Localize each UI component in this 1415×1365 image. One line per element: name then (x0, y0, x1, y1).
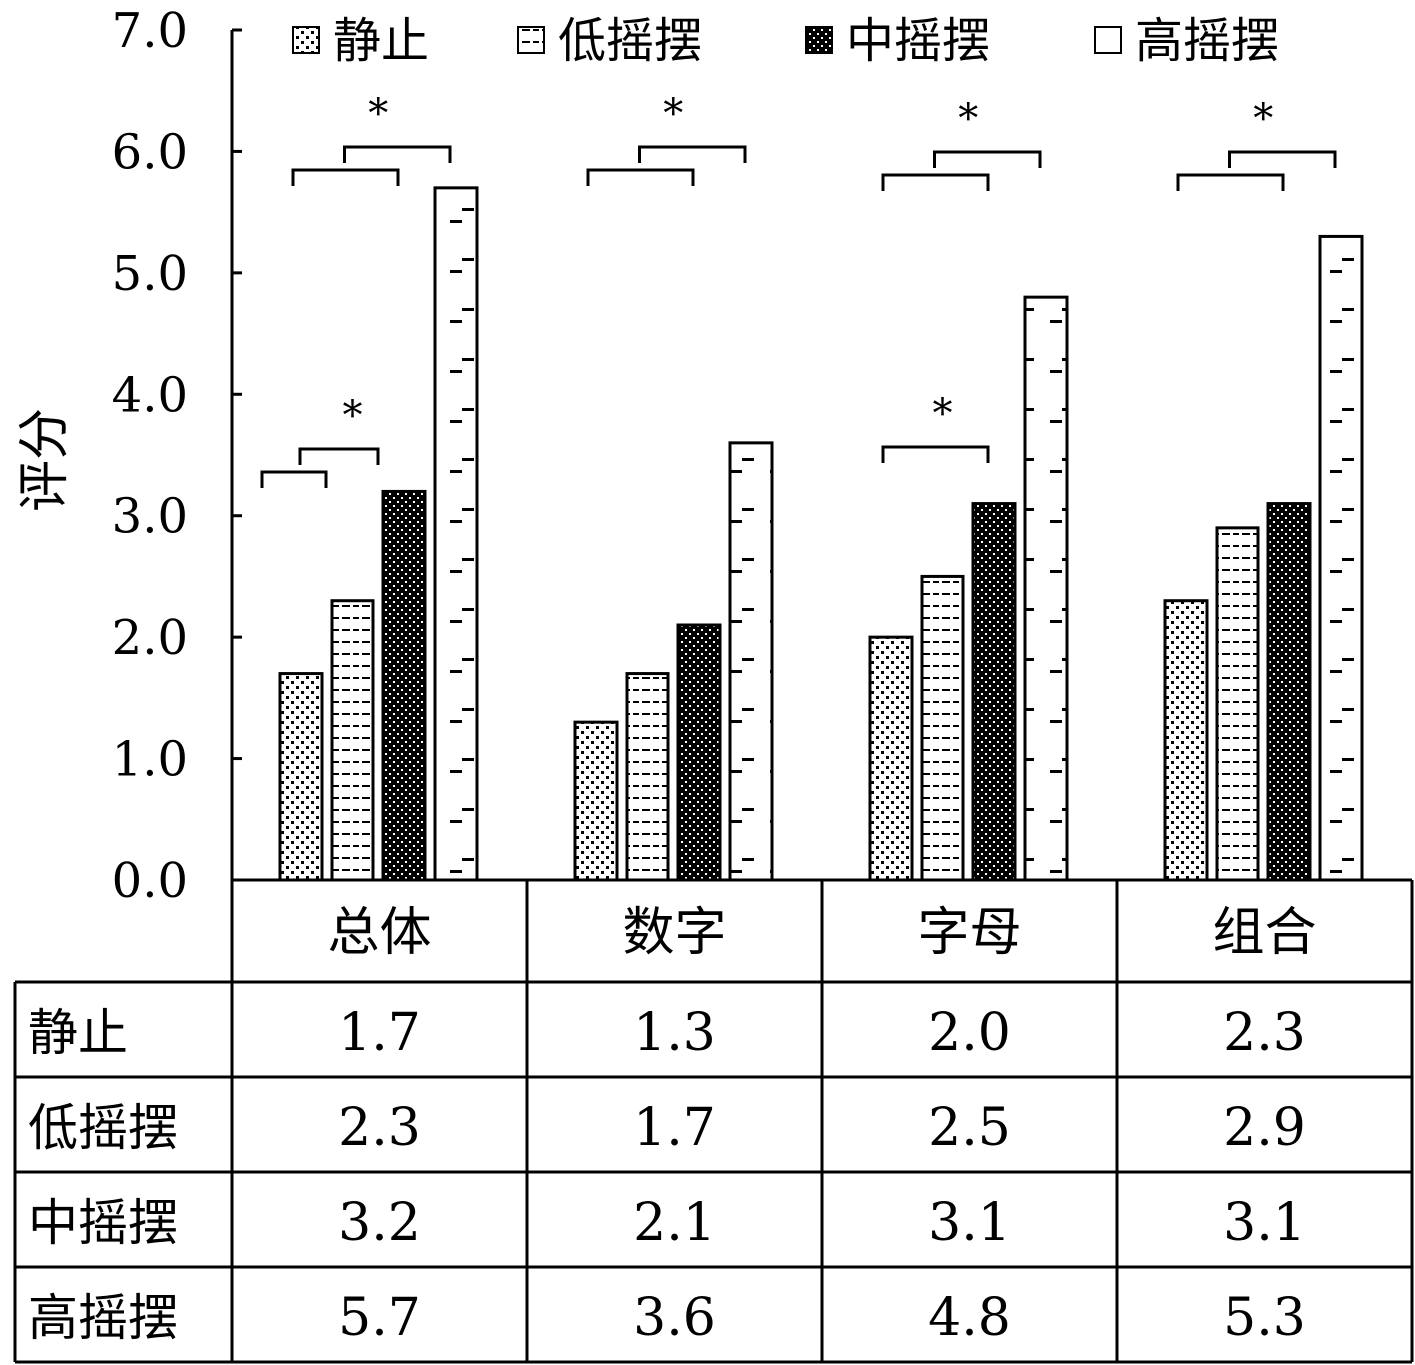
table-cell-value: 5.3 (1223, 1288, 1306, 1348)
table-row-header: 高摇摆 (28, 1289, 178, 1347)
legend-label: 静止 (333, 13, 429, 69)
bar-dense (381, 489, 427, 882)
table-cell-value: 1.7 (633, 1098, 716, 1158)
bar-hdash (1215, 526, 1260, 882)
significance-bracket (1176, 173, 1285, 191)
bar-sparse-dash (1023, 295, 1069, 882)
table-cell-value: 2.0 (928, 1003, 1011, 1063)
significance-bracket (291, 168, 400, 186)
y-tick-label: 5.0 (112, 246, 188, 302)
bar-dots (1163, 599, 1209, 882)
significance-star: * (368, 91, 388, 137)
significance-bracket (343, 145, 452, 163)
bar-sparse-dash (433, 186, 479, 882)
table-cell-value: 3.1 (1223, 1193, 1306, 1253)
table-cell-value: 3.2 (338, 1193, 421, 1253)
y-tick-label: 0.0 (112, 853, 188, 909)
bar-hdash (330, 599, 375, 882)
significance-star: * (958, 96, 978, 142)
significance-bracket (881, 445, 990, 463)
table-cell-value: 2.9 (1223, 1098, 1306, 1158)
y-axis-label: 评分 (15, 408, 75, 512)
significance-star: * (343, 393, 363, 439)
bar-dots (573, 720, 619, 882)
y-tick-label: 1.0 (112, 732, 188, 788)
bar-hdash (920, 574, 965, 882)
table-cell-value: 1.3 (633, 1003, 716, 1063)
bar-dense (676, 623, 722, 882)
category-label: 数字 (622, 903, 726, 963)
legend-swatch-dots (292, 26, 320, 54)
table-cell-value: 2.3 (338, 1098, 421, 1158)
significance-bracket (586, 168, 695, 186)
y-tick-label: 3.0 (112, 489, 188, 545)
bar-hdash (625, 672, 670, 882)
category-label: 总体 (327, 903, 431, 963)
legend-label: 低摇摆 (558, 13, 702, 69)
bar-sparse-dash (1318, 234, 1364, 882)
table-cell-value: 4.8 (928, 1288, 1011, 1348)
significance-star: * (933, 391, 953, 437)
bar-dense (971, 502, 1017, 882)
table-cell-value: 2.1 (633, 1193, 716, 1253)
significance-bracket (638, 145, 747, 163)
legend-label: 高摇摆 (1135, 13, 1279, 69)
y-tick-label: 2.0 (112, 610, 188, 666)
y-tick-label: 4.0 (112, 367, 188, 423)
bar-dots (278, 672, 324, 882)
significance-star: * (1253, 96, 1273, 142)
table-row-header: 静止 (28, 1004, 128, 1062)
table-cell-value: 2.3 (1223, 1003, 1306, 1063)
significance-bracket (1228, 150, 1337, 168)
table-cell-value: 2.5 (928, 1098, 1011, 1158)
table-cell-value: 3.1 (928, 1193, 1011, 1253)
y-tick-label: 6.0 (112, 124, 188, 180)
table-cell-value: 1.7 (338, 1003, 421, 1063)
table-row-header: 中摇摆 (28, 1194, 178, 1252)
y-tick-label: 7.0 (112, 3, 188, 59)
table-row-header: 低摇摆 (28, 1099, 178, 1157)
significance-bracket (881, 173, 990, 191)
category-label: 字母 (917, 903, 1021, 963)
significance-bracket (933, 150, 1042, 168)
legend-swatch-dense (805, 26, 833, 54)
bar-dense (1266, 502, 1312, 882)
bar-sparse-dash (728, 441, 774, 882)
significance-star: * (663, 91, 683, 137)
legend-swatch-sparse-dash (1094, 26, 1122, 54)
table-cell-value: 3.6 (633, 1288, 716, 1348)
legend-label: 中摇摆 (846, 13, 990, 69)
table-cell-value: 5.7 (338, 1288, 421, 1348)
category-label: 组合 (1212, 903, 1316, 963)
bar-dots (868, 635, 914, 882)
significance-bracket (298, 447, 380, 465)
significance-bracket (260, 470, 328, 488)
legend-swatch-hdash (517, 26, 545, 54)
